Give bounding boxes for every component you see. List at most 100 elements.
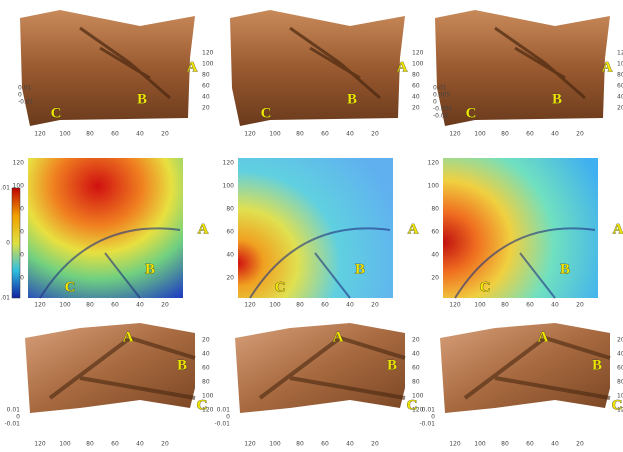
surface <box>440 323 610 413</box>
z-tick-label: 0.01 <box>433 85 447 92</box>
x-tick-label: 100 <box>474 441 486 448</box>
side-tick-label: 20 <box>412 337 420 344</box>
z-tick-label: 0 <box>431 414 435 421</box>
x-tick-label: 20 <box>371 302 379 309</box>
side-tick-label: 60 <box>412 365 420 372</box>
ridge <box>249 227 391 299</box>
point-label: B <box>387 357 397 373</box>
x-tick-label: 100 <box>59 131 71 138</box>
side-tick-label: 80 <box>412 72 420 79</box>
side-tick-label: 80 <box>202 72 210 79</box>
x-tick-label: 20 <box>576 302 584 309</box>
side-tick-label: 20 <box>202 105 210 112</box>
x-tick-label: 20 <box>371 441 379 448</box>
x-tick-label: 60 <box>321 441 329 448</box>
panel: A B C 120 100 80 60 40 20 120 100 80 60 40 20 0.010-0.0… <box>18 10 214 138</box>
panel: A B C 120 100 80 60 40 20 120 100 80 60 40 20 0.010.005… <box>433 10 623 138</box>
x-tick-label: 80 <box>501 131 509 138</box>
panel: ABC12010080604020204060801001200.010-0.0… <box>419 323 623 448</box>
side-tick-label: 40 <box>226 252 234 259</box>
x-tick-label: 40 <box>346 302 354 309</box>
point-label: A <box>397 59 408 75</box>
side-tick-label: 120 <box>617 50 623 57</box>
z-tick-label: -0.01 <box>214 421 230 428</box>
z-tick-label: -0.01 <box>4 421 20 428</box>
x-tick-label: 80 <box>86 441 94 448</box>
side-tick-label: 20 <box>226 275 234 282</box>
side-tick-label: 80 <box>412 379 420 386</box>
surface <box>230 10 405 126</box>
x-tick-label: 60 <box>526 302 534 309</box>
panel: A B C 120 100 80 60 40 20 120 100 80 60 40 20 <box>230 10 424 138</box>
z-tick-label: 0.01 <box>18 85 32 92</box>
x-tick-label: 80 <box>501 441 509 448</box>
point-label: B <box>347 91 357 107</box>
point-label: A <box>613 221 623 237</box>
point-label: B <box>355 261 365 277</box>
x-tick-label: 100 <box>269 441 281 448</box>
x-tick-label: 60 <box>526 131 534 138</box>
side-tick-label: 100 <box>412 61 424 68</box>
z-tick-label: 0.01 <box>217 407 231 414</box>
colorbar-tick-label: 0.01 <box>0 185 10 192</box>
point-label: B <box>177 357 187 373</box>
x-tick-label: 100 <box>59 441 71 448</box>
side-tick-label: 120 <box>202 407 214 414</box>
side-tick-label: 40 <box>412 351 420 358</box>
side-tick-label: 60 <box>202 365 210 372</box>
z-tick-label: 0.01 <box>422 407 436 414</box>
z-tick-label: -0.005 <box>433 106 453 113</box>
x-tick-label: 120 <box>244 131 256 138</box>
side-tick-label: 40 <box>16 252 24 259</box>
point-label: C <box>51 105 62 121</box>
side-tick-label: 60 <box>202 83 210 90</box>
side-tick-label: 40 <box>202 351 210 358</box>
side-tick-label: 120 <box>223 160 235 167</box>
side-tick-label: 40 <box>617 94 623 101</box>
panel: A B C 120 100 80 60 40 20 120 100 80 60 40 20 <box>223 158 419 309</box>
ridge <box>39 227 181 299</box>
z-tick-label: 0 <box>16 414 20 421</box>
side-tick-label: 120 <box>617 407 623 414</box>
panel: A B C 120 100 80 60 40 20 120 100 80 60 40 20 <box>13 158 209 309</box>
point-label: C <box>275 279 286 295</box>
side-tick-label: 60 <box>617 83 623 90</box>
side-tick-label: 120 <box>412 407 424 414</box>
x-tick-label: 80 <box>296 441 304 448</box>
x-tick-label: 20 <box>161 302 169 309</box>
x-tick-label: 100 <box>59 302 71 309</box>
x-tick-label: 120 <box>34 441 46 448</box>
point-label: A <box>333 329 344 345</box>
surface <box>20 10 195 126</box>
z-tick-label: 0 <box>18 92 22 99</box>
point-label: C <box>480 279 491 295</box>
side-tick-label: 60 <box>16 229 24 236</box>
x-tick-label: 40 <box>136 302 144 309</box>
point-label: A <box>408 221 419 237</box>
side-tick-label: 20 <box>412 105 420 112</box>
x-tick-label: 120 <box>244 302 256 309</box>
side-tick-label: 80 <box>431 206 439 213</box>
x-tick-label: 60 <box>111 441 119 448</box>
side-tick-label: 60 <box>431 229 439 236</box>
point-label: B <box>137 91 147 107</box>
side-tick-label: 20 <box>617 337 623 344</box>
side-tick-label: 100 <box>202 61 214 68</box>
side-tick-label: 60 <box>412 83 420 90</box>
point-label: A <box>538 329 549 345</box>
colorbar-tick-label: -0.01 <box>0 295 10 302</box>
side-tick-label: 80 <box>617 72 623 79</box>
point-label: C <box>197 397 208 413</box>
x-tick-label: 120 <box>449 131 461 138</box>
side-tick-label: 100 <box>617 61 623 68</box>
side-tick-label: 100 <box>13 183 25 190</box>
x-tick-label: 120 <box>244 441 256 448</box>
colorbar-tick-label: 0 <box>6 240 10 247</box>
point-label: B <box>145 261 155 277</box>
side-tick-label: 100 <box>428 183 440 190</box>
x-tick-label: 120 <box>449 441 461 448</box>
x-tick-label: 40 <box>551 302 559 309</box>
x-tick-label: 80 <box>86 131 94 138</box>
